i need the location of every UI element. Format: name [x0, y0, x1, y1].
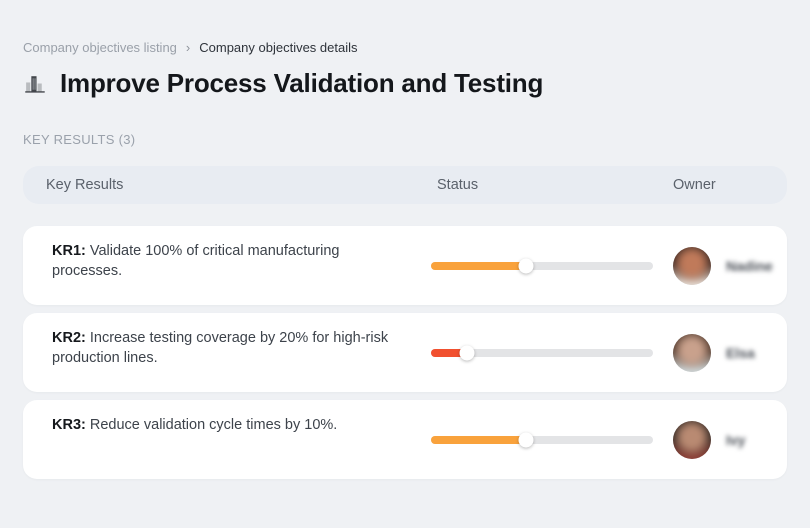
key-result-id: KR1:	[52, 243, 86, 259]
breadcrumb-item-details: Company objectives details	[199, 40, 358, 55]
progress-fill	[431, 261, 527, 270]
table-row: KR3: Reduce validation cycle times by 10…	[23, 400, 787, 479]
progress-fill	[431, 348, 467, 357]
breadcrumb-item-listing[interactable]: Company objectives listing	[23, 40, 177, 55]
owner-cell: Elsa	[673, 333, 787, 372]
owner-cell: Ivy	[673, 420, 787, 459]
owner-name: Elsa	[726, 344, 755, 361]
key-result-text: KR1: Validate 100% of critical manufactu…	[23, 226, 409, 305]
avatar-photo	[673, 420, 711, 459]
page-title: Improve Process Validation and Testing	[60, 68, 544, 98]
key-result-description: Validate 100% of critical manufacturing …	[52, 243, 340, 279]
key-result-id: KR2:	[52, 330, 86, 346]
progress-slider-knob[interactable]	[518, 258, 534, 273]
breadcrumb: Company objectives listing › Company obj…	[23, 0, 787, 55]
owner-cell: Nadine	[673, 246, 787, 285]
status-cell	[409, 258, 673, 273]
buildings-icon	[25, 76, 45, 93]
key-result-description: Increase testing coverage by 20% for hig…	[52, 330, 389, 366]
owner-name: Nadine	[726, 257, 773, 274]
avatar	[673, 246, 711, 285]
key-result-text: KR3: Reduce validation cycle times by 10…	[23, 400, 409, 479]
avatar-photo	[673, 246, 711, 285]
table-header: Key Results Status Owner	[23, 166, 787, 204]
avatar	[673, 420, 711, 459]
status-cell	[409, 432, 673, 447]
page-title-row: Improve Process Validation and Testing	[23, 68, 787, 99]
progress-slider-knob[interactable]	[518, 432, 534, 447]
progress-slider[interactable]	[431, 258, 653, 273]
key-result-id: KR3:	[52, 417, 86, 433]
avatar	[673, 333, 711, 372]
column-header-owner: Owner	[673, 177, 716, 193]
progress-slider[interactable]	[431, 432, 653, 447]
key-result-text: KR2: Increase testing coverage by 20% fo…	[23, 313, 409, 392]
owner-name: Ivy	[726, 431, 746, 448]
table-row: KR1: Validate 100% of critical manufactu…	[23, 226, 787, 305]
table-row: KR2: Increase testing coverage by 20% fo…	[23, 313, 787, 392]
chevron-right-icon: ›	[185, 40, 191, 55]
key-results-list: KR1: Validate 100% of critical manufactu…	[23, 226, 787, 479]
column-header-key-results: Key Results	[46, 177, 124, 193]
avatar-photo	[673, 333, 711, 372]
status-cell	[409, 345, 673, 360]
progress-slider-knob[interactable]	[459, 345, 475, 360]
key-result-description: Reduce validation cycle times by 10%.	[89, 417, 338, 433]
column-header-status: Status	[437, 177, 479, 193]
progress-slider[interactable]	[431, 345, 653, 360]
objective-details-page: Company objectives listing › Company obj…	[23, 0, 787, 479]
progress-fill	[431, 435, 527, 444]
key-results-count-label: KEY RESULTS (3)	[23, 132, 136, 147]
